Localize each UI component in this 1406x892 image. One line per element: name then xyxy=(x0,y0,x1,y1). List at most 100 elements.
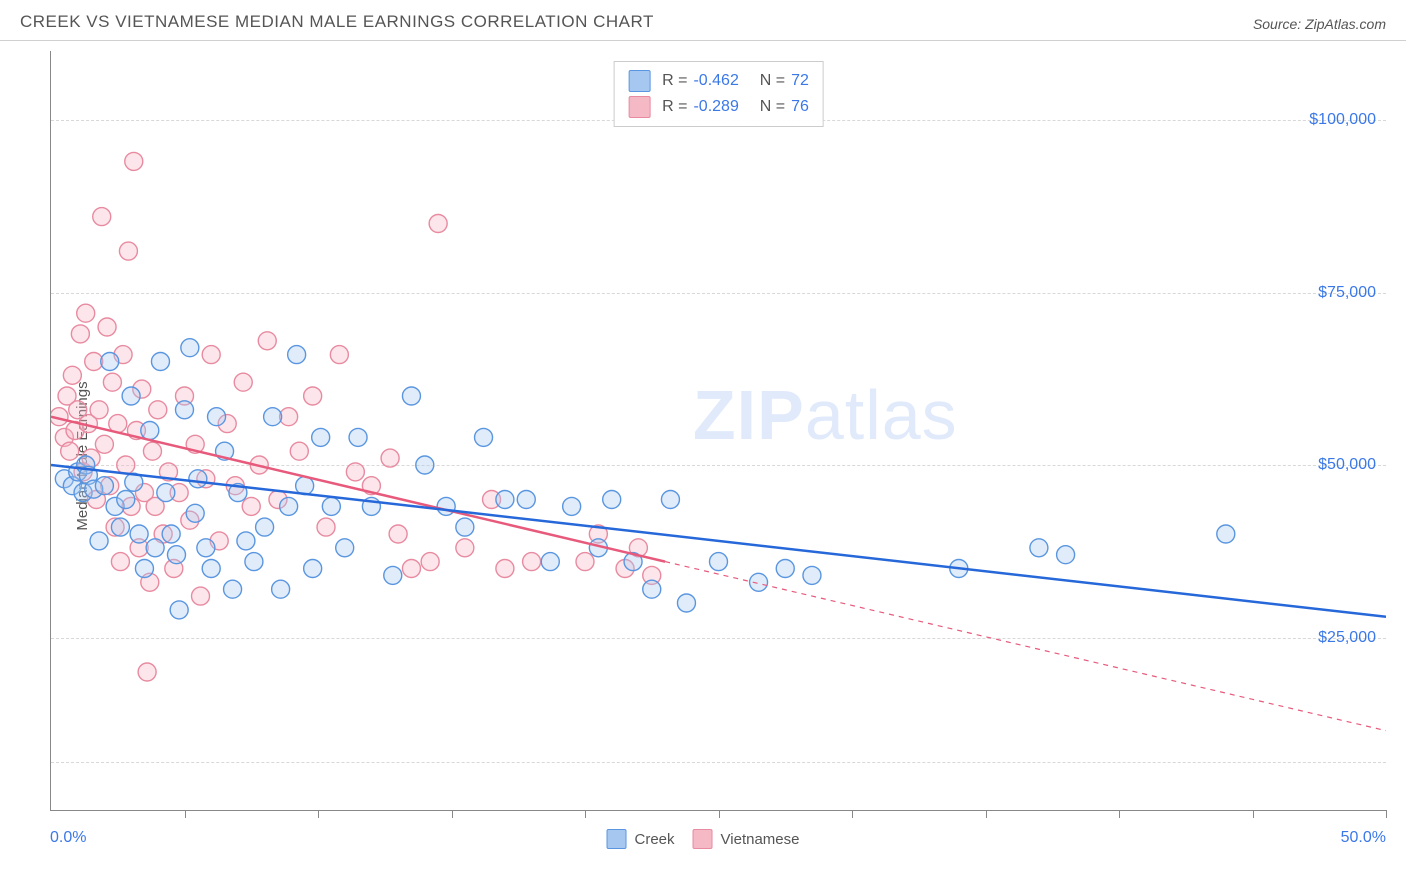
data-point xyxy=(149,401,167,419)
data-point xyxy=(61,442,79,460)
stats-legend-box: R = -0.462 N = 72 R = -0.289 N = 76 xyxy=(613,61,824,127)
data-point xyxy=(103,373,121,391)
data-point xyxy=(429,215,447,233)
data-point xyxy=(93,208,111,226)
data-point xyxy=(496,491,514,509)
data-point xyxy=(280,408,298,426)
data-point xyxy=(677,594,695,612)
data-point xyxy=(237,532,255,550)
creek-swatch-icon xyxy=(628,70,650,92)
data-point xyxy=(496,560,514,578)
stats-text-viet: R = -0.289 N = 76 xyxy=(662,98,809,116)
x-max-label: 50.0% xyxy=(1341,829,1386,847)
data-point xyxy=(1030,539,1048,557)
data-point xyxy=(710,553,728,571)
data-point xyxy=(189,470,207,488)
source-prefix: Source: xyxy=(1253,16,1305,32)
data-point xyxy=(170,601,188,619)
regression-line xyxy=(665,562,1386,731)
data-point xyxy=(245,553,263,571)
data-point xyxy=(416,456,434,474)
data-point xyxy=(776,560,794,578)
creek-n-value: 72 xyxy=(791,72,809,90)
data-point xyxy=(563,497,581,515)
data-point xyxy=(141,422,159,440)
data-point xyxy=(167,546,185,564)
data-point xyxy=(1057,546,1075,564)
data-point xyxy=(85,353,103,371)
data-point xyxy=(456,539,474,557)
data-point xyxy=(384,566,402,584)
data-point xyxy=(138,663,156,681)
data-point xyxy=(603,491,621,509)
data-point xyxy=(117,456,135,474)
data-point xyxy=(288,346,306,364)
data-point xyxy=(381,449,399,467)
data-point xyxy=(77,304,95,322)
data-point xyxy=(346,463,364,481)
n-label: N = xyxy=(760,98,785,116)
chart-header: CREEK VS VIETNAMESE MEDIAN MALE EARNINGS… xyxy=(0,0,1406,41)
data-point xyxy=(272,580,290,598)
data-point xyxy=(336,539,354,557)
data-point xyxy=(101,353,119,371)
creek-legend-swatch-icon xyxy=(607,829,627,849)
data-point xyxy=(317,518,335,536)
stats-row-viet: R = -0.289 N = 76 xyxy=(628,94,809,120)
data-point xyxy=(349,428,367,446)
chart-area: Median Male Earnings ZIPatlas R = -0.462… xyxy=(0,41,1406,871)
data-point xyxy=(421,553,439,571)
data-point xyxy=(242,497,260,515)
data-point xyxy=(192,587,210,605)
r-label: R = xyxy=(662,72,687,90)
data-point xyxy=(234,373,252,391)
data-point xyxy=(197,539,215,557)
data-point xyxy=(135,560,153,578)
data-point xyxy=(523,553,541,571)
data-point xyxy=(661,491,679,509)
data-point xyxy=(576,553,594,571)
data-point xyxy=(280,497,298,515)
data-point xyxy=(143,442,161,460)
data-point xyxy=(125,152,143,170)
data-point xyxy=(146,539,164,557)
data-point xyxy=(750,573,768,591)
data-point xyxy=(117,491,135,509)
data-point xyxy=(541,553,559,571)
data-point xyxy=(475,428,493,446)
creek-r-value: -0.462 xyxy=(693,72,738,90)
stats-row-creek: R = -0.462 N = 72 xyxy=(628,68,809,94)
legend-viet: Vietnamese xyxy=(693,829,800,849)
data-point xyxy=(402,560,420,578)
data-point xyxy=(389,525,407,543)
data-point xyxy=(643,580,661,598)
series-legend: Creek Vietnamese xyxy=(607,829,800,849)
data-point xyxy=(98,318,116,336)
n-label: N = xyxy=(760,72,785,90)
data-point xyxy=(1217,525,1235,543)
vietnamese-swatch-icon xyxy=(628,96,650,118)
data-point xyxy=(111,518,129,536)
plot-region: ZIPatlas R = -0.462 N = 72 R = -0.289 xyxy=(50,51,1386,811)
data-point xyxy=(95,435,113,453)
data-point xyxy=(224,580,242,598)
data-point xyxy=(186,504,204,522)
data-point xyxy=(111,553,129,571)
r-label: R = xyxy=(662,98,687,116)
data-point xyxy=(208,408,226,426)
data-point xyxy=(264,408,282,426)
data-point xyxy=(202,560,220,578)
data-point xyxy=(90,401,108,419)
legend-creek: Creek xyxy=(607,829,675,849)
data-point xyxy=(181,339,199,357)
viet-r-value: -0.289 xyxy=(693,98,738,116)
data-point xyxy=(304,387,322,405)
data-point xyxy=(63,366,81,384)
viet-legend-label: Vietnamese xyxy=(721,831,800,848)
data-point xyxy=(290,442,308,460)
x-min-label: 0.0% xyxy=(50,829,86,847)
data-point xyxy=(90,532,108,550)
viet-n-value: 76 xyxy=(791,98,809,116)
data-point xyxy=(517,491,535,509)
data-point xyxy=(256,518,274,536)
